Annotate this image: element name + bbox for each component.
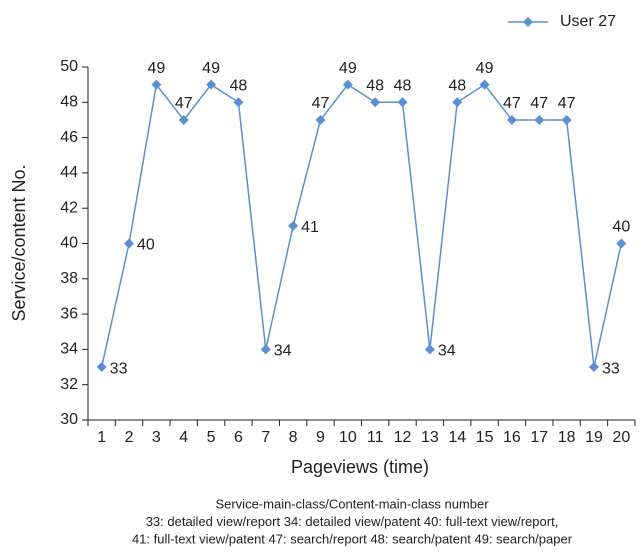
y-tick-label: 36 [60,305,78,322]
y-tick-label: 42 [60,199,78,216]
marker [288,220,299,231]
y-tick-label: 38 [60,270,78,287]
marker [616,238,627,249]
x-tick-label: 20 [612,429,630,446]
x-tick-label: 19 [585,429,603,446]
x-tick-label: 5 [207,429,216,446]
note: 41: full-text view/patent 47: search/rep… [132,531,573,546]
marker [506,114,517,125]
data-label: 47 [530,95,548,112]
marker [424,344,435,355]
x-tick-label: 16 [503,429,521,446]
marker [479,79,490,90]
y-tick-label: 46 [60,129,78,146]
x-tick-label: 3 [152,429,161,446]
y-axis-label: Service/content No. [9,164,29,321]
x-tick-label: 18 [558,429,576,446]
data-label: 33 [602,360,620,377]
data-label: 48 [448,78,466,95]
data-label: 34 [438,343,456,360]
data-label: 40 [137,237,155,254]
data-label: 40 [612,219,630,236]
data-label: 49 [476,60,494,77]
marker [260,344,271,355]
y-tick-label: 48 [60,94,78,111]
data-label: 41 [301,219,319,236]
marker [588,362,599,373]
note: Service-main-class/Content-main-class nu… [215,496,489,511]
data-label: 48 [366,78,384,95]
legend-label: User 27 [560,13,616,30]
x-tick-label: 9 [316,429,325,446]
y-tick-label: 32 [60,376,78,393]
x-tick-label: 15 [476,429,494,446]
data-label: 49 [339,60,357,77]
marker [178,114,189,125]
data-label: 49 [202,60,220,77]
data-label: 49 [147,60,165,77]
data-label: 47 [558,95,576,112]
x-tick-label: 14 [448,429,466,446]
data-label: 48 [230,78,248,95]
marker [397,97,408,108]
y-tick-label: 50 [60,58,78,75]
x-tick-label: 6 [234,429,243,446]
data-label: 34 [274,343,292,360]
y-tick-label: 30 [60,411,78,428]
series-line [100,82,623,368]
x-tick-label: 8 [289,429,298,446]
legend-marker [523,17,533,27]
marker [96,362,107,373]
y-tick-label: 44 [60,164,78,181]
x-tick-label: 13 [421,429,439,446]
x-tick-label: 2 [125,429,134,446]
data-label: 47 [503,95,521,112]
y-tick-label: 40 [60,235,78,252]
x-tick-label: 11 [367,429,384,446]
x-tick-label: 1 [97,429,106,446]
x-tick-label: 17 [530,429,548,446]
data-label: 33 [110,360,128,377]
marker [561,114,572,125]
x-axis-label: Pageviews (time) [291,457,429,477]
data-label: 47 [312,95,330,112]
marker [452,97,463,108]
x-tick-label: 12 [394,429,412,446]
marker [151,79,162,90]
data-label: 48 [394,78,412,95]
marker [206,79,217,90]
data-label: 47 [175,95,193,112]
y-tick-label: 34 [60,341,78,358]
marker [534,114,545,125]
marker [315,114,326,125]
marker [370,97,381,108]
marker [342,79,353,90]
x-tick-label: 4 [179,429,188,446]
marker [124,238,135,249]
x-tick-label: 7 [261,429,270,446]
marker [233,97,244,108]
note: 33: detailed view/report 34: detailed vi… [146,514,559,529]
x-tick-label: 10 [339,429,357,446]
